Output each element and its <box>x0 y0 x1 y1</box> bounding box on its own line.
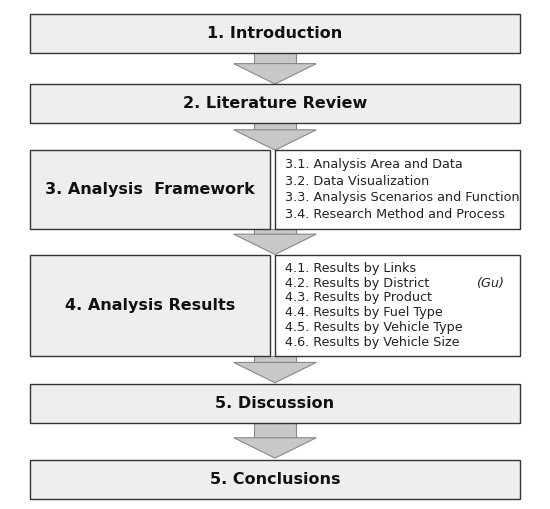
Text: 3.3. Analysis Scenarios and Function: 3.3. Analysis Scenarios and Function <box>285 191 520 205</box>
Text: 4.3. Results by Product: 4.3. Results by Product <box>285 292 432 304</box>
Text: 3. Analysis  Framework: 3. Analysis Framework <box>45 182 255 197</box>
Polygon shape <box>234 130 316 150</box>
FancyBboxPatch shape <box>30 254 270 356</box>
FancyBboxPatch shape <box>30 84 520 123</box>
Text: 4. Analysis Results: 4. Analysis Results <box>65 298 235 313</box>
Text: 5. Discussion: 5. Discussion <box>216 397 334 411</box>
Polygon shape <box>234 64 316 84</box>
Text: 3.2. Data Visualization: 3.2. Data Visualization <box>285 175 429 188</box>
FancyBboxPatch shape <box>30 384 520 423</box>
FancyBboxPatch shape <box>30 14 520 53</box>
Bar <box>254 423 296 438</box>
Polygon shape <box>234 234 316 254</box>
Text: 4.2. Results by District: 4.2. Results by District <box>285 276 433 290</box>
Bar <box>254 53 296 64</box>
Bar <box>254 123 296 130</box>
Text: 5. Conclusions: 5. Conclusions <box>210 472 340 487</box>
Text: (Gu): (Gu) <box>476 276 504 290</box>
FancyBboxPatch shape <box>275 254 520 356</box>
Text: 2. Literature Review: 2. Literature Review <box>183 96 367 111</box>
Text: 1. Introduction: 1. Introduction <box>207 26 343 41</box>
FancyBboxPatch shape <box>30 460 520 499</box>
Bar <box>254 356 296 362</box>
Bar <box>254 229 296 234</box>
Text: 4.5. Results by Vehicle Type: 4.5. Results by Vehicle Type <box>285 321 463 334</box>
Text: 4.1. Results by Links: 4.1. Results by Links <box>285 262 416 274</box>
Text: 4.4. Results by Fuel Type: 4.4. Results by Fuel Type <box>285 306 443 319</box>
Text: 3.4. Research Method and Process: 3.4. Research Method and Process <box>285 208 505 221</box>
FancyBboxPatch shape <box>30 150 270 229</box>
Text: 4.6. Results by Vehicle Size: 4.6. Results by Vehicle Size <box>285 336 459 349</box>
Polygon shape <box>234 438 316 458</box>
Text: 3.1. Analysis Area and Data: 3.1. Analysis Area and Data <box>285 158 463 171</box>
FancyBboxPatch shape <box>275 150 520 229</box>
Polygon shape <box>234 362 316 383</box>
